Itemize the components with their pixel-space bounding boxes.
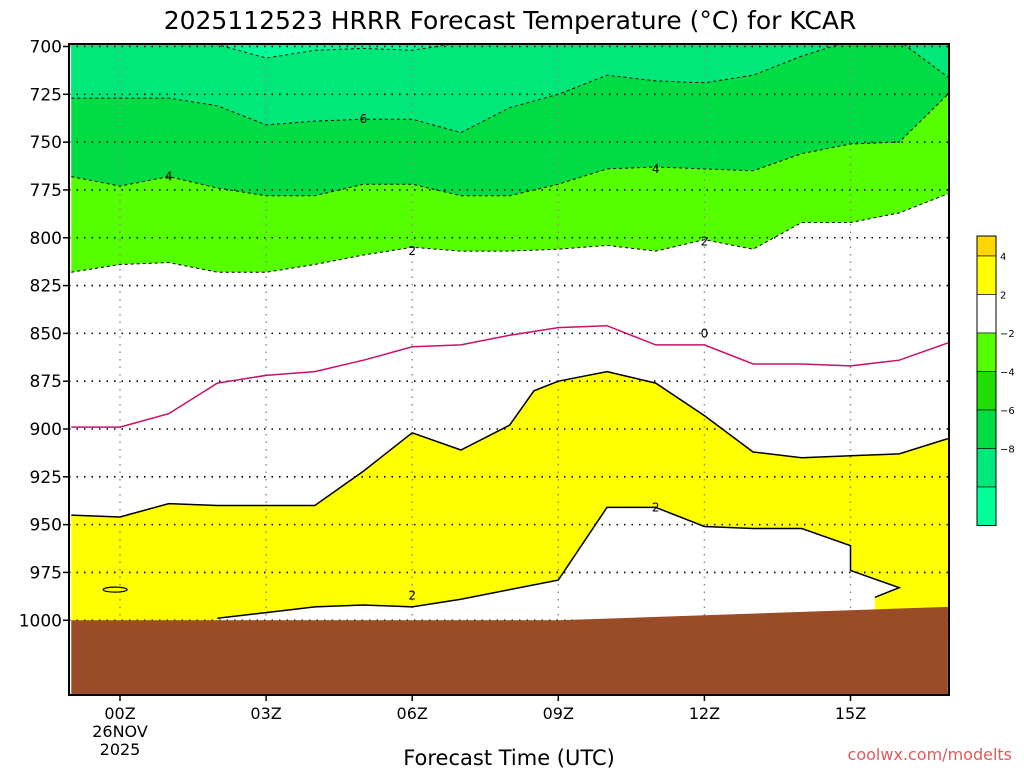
colorbar-tick-label: −2 xyxy=(1000,329,1015,340)
contour-line-minus6 xyxy=(71,44,949,134)
y-tick-label: 800 xyxy=(30,229,62,249)
ground-surface xyxy=(71,606,948,695)
colorbar-swatch xyxy=(976,486,997,526)
y-tick-label: 975 xyxy=(30,563,62,583)
colorbar-swatch xyxy=(976,294,997,334)
colorbar-swatch xyxy=(976,409,997,449)
chart-title: 2025112523 HRRR Forecast Temperature (°C… xyxy=(164,6,857,35)
colorbar-swatch xyxy=(976,371,997,411)
contour-label: 2 xyxy=(652,500,660,514)
x-tick-label: 12Z xyxy=(689,704,720,723)
colorbar-frame xyxy=(976,235,997,526)
x-tick-label: 03Z xyxy=(250,704,281,723)
y-tick-label: 850 xyxy=(30,324,62,344)
colorbar-swatch xyxy=(976,235,997,257)
y-tick-label: 925 xyxy=(30,468,62,488)
contour-label: 2 xyxy=(701,235,709,249)
x-tick-label: 06Z xyxy=(397,704,428,723)
contour-label: 4 xyxy=(652,162,660,176)
x-tick-year: 2025 xyxy=(100,740,141,759)
contour-label: 2 xyxy=(408,588,416,602)
contour-layer xyxy=(71,44,949,620)
fill-band-minus6-to-minus8 xyxy=(71,44,948,133)
y-tick-label: 950 xyxy=(30,516,62,536)
ground-layer xyxy=(71,606,948,695)
y-tick-label: 1000 xyxy=(19,611,62,631)
colorbar-tick-label: −8 xyxy=(1000,445,1015,456)
contour-label: 2 xyxy=(408,244,416,258)
plot-area: 6 4 4 2 2 0 2 2 xyxy=(69,44,949,695)
x-axis-label: Forecast Time (UTC) xyxy=(403,746,615,768)
contour-label: 4 xyxy=(165,170,173,184)
contour-label-layer: 6 4 4 2 2 0 2 2 xyxy=(165,112,709,602)
credit-link[interactable]: coolwx.com/modelts xyxy=(848,745,1012,764)
contour-label: 6 xyxy=(360,112,368,126)
x-tick-label: 15Z xyxy=(835,704,866,723)
colorbar-swatch xyxy=(976,332,997,372)
contour-line-2 xyxy=(217,506,902,620)
contour-ring xyxy=(102,586,128,593)
x-tick-date: 26NOV xyxy=(92,722,148,741)
colorbar-tick-label: −4 xyxy=(1000,368,1015,379)
plot-frame xyxy=(68,43,950,696)
contour-line-2 xyxy=(71,370,949,518)
y-tick-label: 900 xyxy=(30,420,62,440)
contour-line-minus4 xyxy=(71,93,949,197)
y-tick-label: 875 xyxy=(30,372,62,392)
fill-layer xyxy=(71,44,948,640)
y-axis: 700 725 750 775 800 825 850 875 900 925 950 975 1000 xyxy=(19,38,69,631)
fill-cold-pocket xyxy=(217,507,900,621)
y-tick-label: 750 xyxy=(30,133,62,153)
x-tick-label: 09Z xyxy=(543,704,574,723)
y-tick-label: 825 xyxy=(30,277,62,297)
colorbar-swatch xyxy=(976,255,997,295)
x-tick-label: 00Z xyxy=(104,704,135,723)
colorbar-tick-label: −6 xyxy=(1000,406,1015,417)
colorbar-tick-label: 2 xyxy=(1000,291,1006,302)
contour-label: 0 xyxy=(701,326,709,340)
y-tick-label: 725 xyxy=(30,85,62,105)
colorbar: 4 2 −2 −4 −6 −8 xyxy=(976,235,1015,526)
colorbar-tick-label: 4 xyxy=(1000,252,1006,263)
y-tick-label: 775 xyxy=(30,181,62,201)
contour-line-0 xyxy=(71,324,949,428)
y-tick-label: 700 xyxy=(30,38,62,58)
fill-band-below-minus8 xyxy=(202,44,453,58)
colorbar-swatch xyxy=(976,448,997,488)
